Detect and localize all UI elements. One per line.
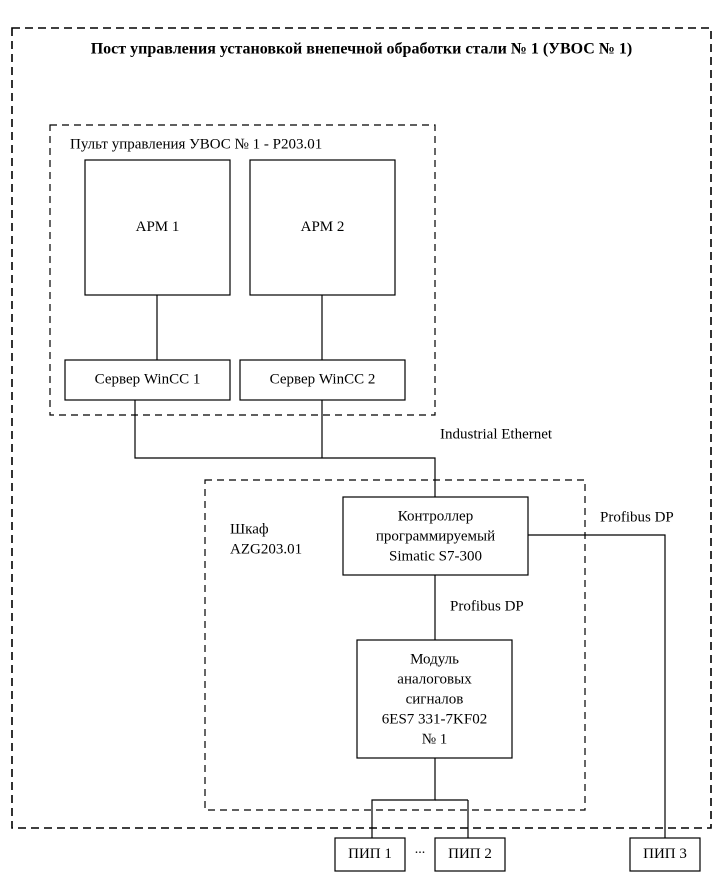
panel-title: Пульт управления УВОС № 1 - P203.01 <box>70 136 322 152</box>
pip3-label: ПИП 3 <box>643 846 687 862</box>
analog-line-2: сигналов <box>406 691 464 707</box>
ellipsis-label: ... <box>415 842 426 857</box>
edge-5 <box>372 758 435 838</box>
profibus-dp-mid-label: Profibus DP <box>450 598 524 614</box>
cabinet-label-2: AZG203.01 <box>230 541 302 557</box>
edge-8 <box>528 535 665 838</box>
analog-line-1: аналоговых <box>397 671 472 687</box>
arm2-label: АРМ 2 <box>301 219 345 235</box>
plc-line-1: программируемый <box>376 528 495 544</box>
main-title: Пост управления установкой внепечной обр… <box>91 41 633 58</box>
wincc2-label: Сервер WinCC 2 <box>270 371 376 387</box>
profibus-dp-right-label: Profibus DP <box>600 509 674 525</box>
industrial-ethernet-label: Industrial Ethernet <box>440 426 553 442</box>
plc-line-2: Simatic S7-300 <box>389 548 482 564</box>
wincc1-label: Сервер WinCC 1 <box>95 371 201 387</box>
analog-line-4: № 1 <box>422 731 448 747</box>
analog-line-3: 6ES7 331-7KF02 <box>382 711 487 727</box>
cabinet-label-1: Шкаф <box>230 521 269 537</box>
diagram-canvas: Пост управления установкой внепечной обр… <box>0 0 723 875</box>
pip1-label: ПИП 1 <box>348 846 392 862</box>
analog-line-0: Модуль <box>410 651 459 667</box>
pip2-label: ПИП 2 <box>448 846 492 862</box>
arm1-label: АРМ 1 <box>136 219 180 235</box>
plc-line-0: Контроллер <box>398 508 473 524</box>
